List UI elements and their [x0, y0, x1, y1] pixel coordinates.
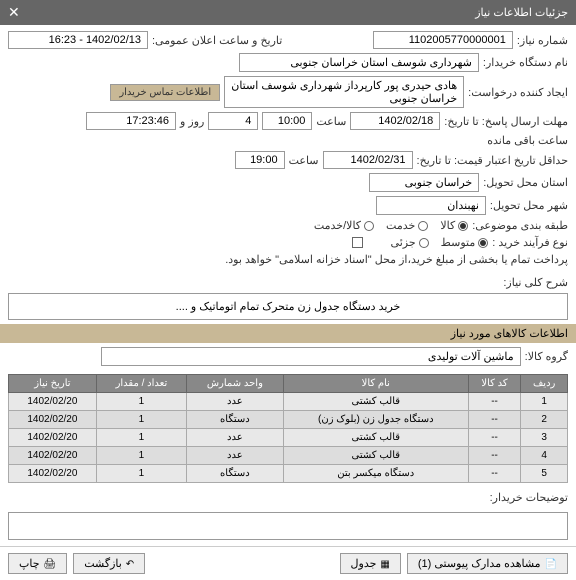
payment-checkbox[interactable]: [352, 237, 363, 248]
table-row: 2--دستگاه جدول زن (بلوک زن)دستگاه11402/0…: [9, 411, 568, 429]
table-button[interactable]: جدول: [340, 553, 401, 574]
radio-dot: [419, 238, 429, 248]
announce-label: تاریخ و ساعت اعلان عمومی:: [152, 34, 282, 47]
deadline-date: 1402/02/18: [350, 112, 440, 130]
table-header: تاریخ نیاز: [9, 375, 97, 393]
deadline-time: 10:00: [262, 112, 312, 130]
deadline-label: مهلت ارسال پاسخ: تا تاریخ:: [444, 115, 568, 128]
group-label: گروه کالا:: [525, 350, 568, 363]
table-header: ردیف: [521, 375, 568, 393]
table-header: واحد شمارش: [187, 375, 284, 393]
back-button[interactable]: بازگشت: [73, 553, 145, 574]
table-row: 3--قالب کشتیعدد11402/02/20: [9, 429, 568, 447]
radio-item[interactable]: جزئی: [391, 236, 429, 249]
contact-button[interactable]: اطلاعات تماس خریدار: [110, 84, 220, 101]
table-row: 4--قالب کشتیعدد11402/02/20: [9, 447, 568, 465]
goods-section-title: اطلاعات کالاهای مورد نیاز: [0, 324, 576, 343]
validity-time: 19:00: [235, 151, 285, 169]
print-button[interactable]: چاپ: [8, 553, 67, 574]
radio-item[interactable]: کالا/خدمت: [314, 219, 374, 232]
city-field: نهبندان: [376, 196, 486, 215]
footer: مشاهده مدارک پیوستی (1) جدول بازگشت چاپ: [0, 546, 576, 580]
radio-dot: [364, 221, 374, 231]
province-label: استان محل تحویل:: [483, 176, 568, 189]
table-header: تعداد / مقدار: [96, 375, 186, 393]
radio-dot: [458, 221, 468, 231]
province-field: خراسان جنوبی: [369, 173, 479, 192]
notes-label: توضیحات خریدار:: [490, 491, 568, 504]
print-icon: [44, 558, 57, 570]
desc-label: شرح کلی نیاز:: [503, 276, 568, 289]
radio-dot: [478, 238, 488, 248]
radio-item[interactable]: خدمت: [386, 219, 428, 232]
need-no-field: 1102005770000001: [373, 31, 513, 49]
buyer-field: شهرداری شوسف استان خراسان جنوبی: [239, 53, 479, 72]
category-label: طبقه بندی موضوعی:: [472, 219, 568, 232]
radio-item[interactable]: متوسط: [441, 236, 489, 249]
table-row: 5--دستگاه میکسر بتندستگاه11402/02/20: [9, 465, 568, 483]
back-icon: [126, 558, 134, 570]
buy-type-label: نوع فرآیند خرید :: [492, 236, 568, 249]
buy-type-radio-group: متوسط جزئی: [391, 236, 489, 249]
payment-note: پرداخت تمام یا بخشی از مبلغ خرید،از محل …: [225, 253, 568, 266]
group-field: ماشین آلات تولیدی: [101, 347, 521, 366]
city-label: شهر محل تحویل:: [490, 199, 568, 212]
table-header: نام کالا: [283, 375, 468, 393]
table-header: کد کالا: [468, 375, 520, 393]
remain-field: 17:23:46: [86, 112, 176, 130]
creator-label: ایجاد کننده درخواست:: [468, 86, 568, 99]
table-row: 1--قالب کشتیعدد11402/02/20: [9, 393, 568, 411]
category-radio-group: کالا خدمت کالا/خدمت: [314, 219, 468, 232]
doc-icon: [545, 558, 557, 570]
close-icon[interactable]: ✕: [8, 4, 20, 21]
dialog-title: جزئیات اطلاعات نیاز: [475, 6, 568, 19]
desc-box: خرید دستگاه جدول زن متحرک تمام اتوماتیک …: [8, 293, 568, 320]
days-field: 4: [208, 112, 258, 130]
validity-label: حداقل تاریخ اعتبار قیمت: تا تاریخ:: [417, 154, 568, 167]
validity-date: 1402/02/31: [323, 151, 413, 169]
creator-field: هادی حیدری پور کارپرداز شهرداری شوسف است…: [224, 76, 464, 108]
notes-box: [8, 512, 568, 540]
info-section: شماره نیاز: 1102005770000001 تاریخ و ساع…: [0, 25, 576, 276]
attachments-button[interactable]: مشاهده مدارک پیوستی (1): [407, 553, 568, 574]
table-icon: [380, 558, 389, 570]
announce-field: 1402/02/13 - 16:23: [8, 31, 148, 49]
buyer-label: نام دستگاه خریدار:: [483, 56, 568, 69]
dialog-header: جزئیات اطلاعات نیاز ✕: [0, 0, 576, 25]
goods-table: ردیفکد کالانام کالاواحد شمارشتعداد / مقد…: [8, 374, 568, 483]
radio-dot: [418, 221, 428, 231]
need-no-label: شماره نیاز:: [517, 34, 568, 47]
radio-item[interactable]: کالا: [440, 219, 468, 232]
